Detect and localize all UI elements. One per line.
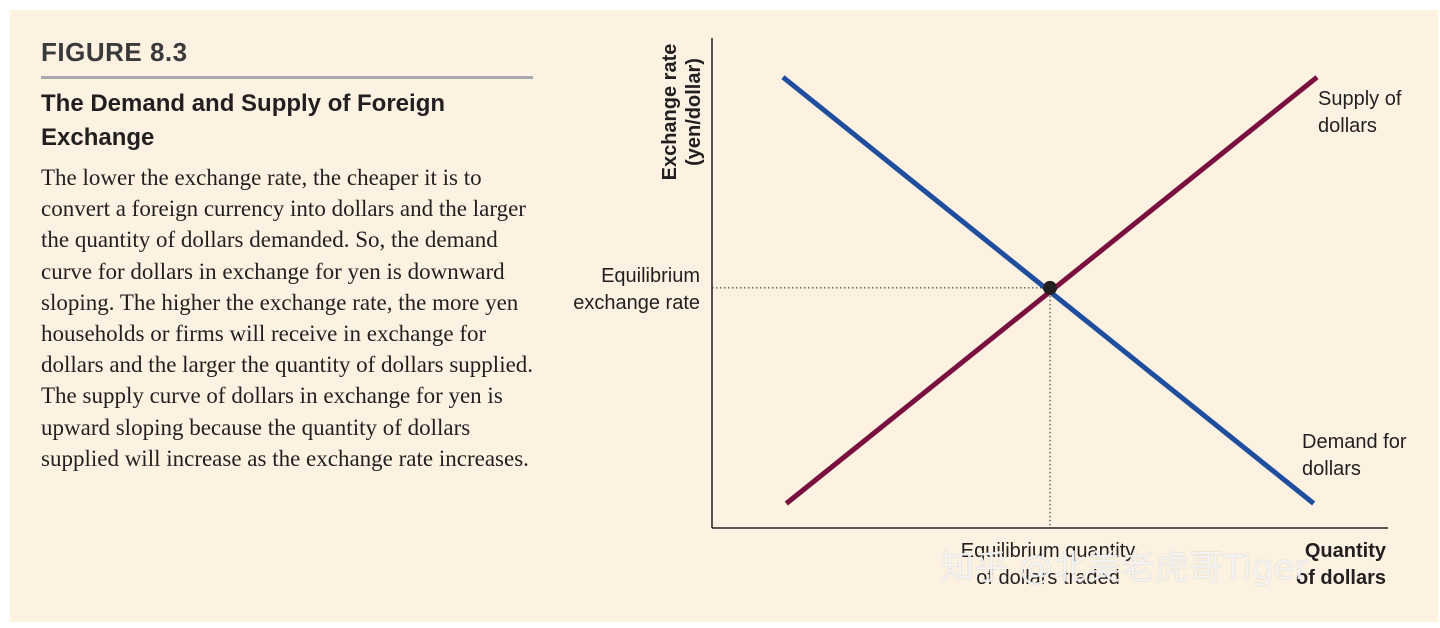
supply-curve-label: Supply of dollars [1318,88,1402,137]
equilibrium-point [1043,280,1057,295]
figure-rule [41,76,533,79]
figure-label: FIGURE 8.3 [41,37,188,67]
x-axis-label: Quantity of dollars [1295,540,1386,589]
equilibrium-quantity-label: Equilibrium quantity of dollars traded [960,540,1136,589]
watermark: 知乎 @北美老虎哥Tiger [940,548,1309,588]
equilibrium-rate-label: Equilibrium exchange rate [573,265,700,314]
y-axis-label-line2: (yen/dollar) [683,58,705,166]
demand-curve-label: Demand for dollars [1302,431,1407,480]
figure-panel [10,10,1438,622]
figure-title: The Demand and Supply of Foreign Exchang… [41,90,446,151]
y-axis-label-line1: Exchange rate [659,43,681,181]
figure-caption: The lower the exchange rate, the cheaper… [41,165,534,471]
